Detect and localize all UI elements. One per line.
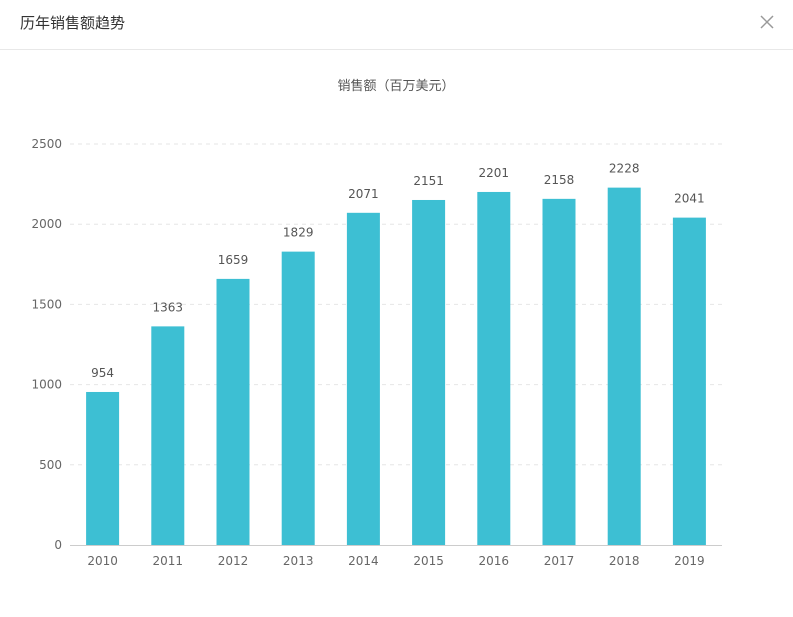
data-labels: 954 1363 1659 1829 2071 2151 2201 2158 2228 2041 [91,162,705,380]
x-tick-label-2015: 2015 [413,554,444,568]
data-label-2010: 954 [91,366,114,380]
bar-2017[interactable] [542,198,576,545]
y-tick-label: 1500 [31,297,62,311]
chart-title: 销售额（百万美元） [337,78,454,94]
data-label-2015: 2151 [413,174,444,188]
data-label-2019: 2041 [674,192,705,206]
dialog-header: 历年销售额趋势 [0,0,793,50]
y-axis-ticks: 0 500 1000 1500 2000 2500 [31,137,62,552]
data-label-2017: 2158 [544,173,575,187]
bar-2011[interactable] [151,326,185,545]
x-tick-label-2010: 2010 [87,554,118,568]
data-label-2014: 2071 [348,187,379,201]
x-tick-label-2011: 2011 [153,554,184,568]
x-tick-label-2013: 2013 [283,554,314,568]
data-label-2018: 2228 [609,162,640,176]
x-tick-label-2016: 2016 [479,554,510,568]
close-button[interactable] [759,14,775,30]
y-tick-label: 500 [39,458,62,472]
y-tick-label: 0 [54,538,62,552]
x-tick-label-2018: 2018 [609,554,640,568]
bar-2012[interactable] [216,278,250,545]
bar-2018[interactable] [607,187,641,546]
y-tick-label: 2500 [31,137,62,151]
bar-2019[interactable] [672,217,706,545]
data-label-2012: 1659 [218,253,249,267]
data-label-2013: 1829 [283,226,314,240]
x-tick-label-2012: 2012 [218,554,249,568]
bar-2015[interactable] [412,199,446,545]
x-tick-label-2017: 2017 [544,554,575,568]
bar-2016[interactable] [477,191,511,545]
bar-2010[interactable] [86,391,120,545]
bars [86,187,706,546]
x-axis-ticks: 2010 2011 2012 2013 2014 2015 2016 2017 2018 2019 [87,554,704,568]
data-label-2016: 2201 [479,166,510,180]
close-icon [760,15,774,29]
bar-chart: 销售额（百万美元） 0 500 1000 1500 2000 2500 954 1363 16… [31,78,722,568]
data-label-2011: 1363 [153,300,184,314]
dialog-title: 历年销售额趋势 [20,14,126,32]
bar-2014[interactable] [346,212,380,546]
x-tick-label-2019: 2019 [674,554,705,568]
bar-2013[interactable] [281,251,315,545]
x-tick-label-2014: 2014 [348,554,379,568]
chart-area: 销售额（百万美元） 0 500 1000 1500 2000 2500 954 1363 16… [0,51,793,617]
y-tick-label: 2000 [31,217,62,231]
y-tick-label: 1000 [31,378,62,392]
